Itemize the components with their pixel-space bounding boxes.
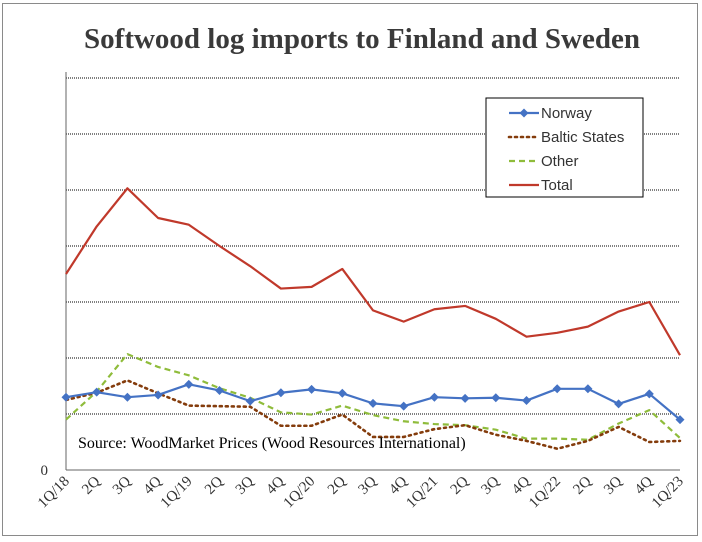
legend-label-other: Other	[541, 153, 579, 170]
data-point-norway	[429, 392, 439, 402]
x-tick-label: 4Q	[263, 473, 287, 497]
chart-frame	[2, 3, 698, 536]
data-point-norway	[552, 384, 562, 394]
series-line-other	[65, 352, 681, 441]
data-point-norway	[614, 399, 624, 409]
data-point-norway	[92, 387, 102, 397]
data-point-norway	[337, 388, 347, 398]
y-tick-labels: 0	[41, 463, 49, 479]
x-tick-label: 2Q	[79, 473, 103, 497]
y-tick-label: 0	[41, 463, 49, 479]
data-point-norway	[215, 385, 224, 395]
legend: Norway Baltic States Other Total	[485, 97, 644, 198]
x-tick-label: 4Q	[386, 473, 410, 497]
data-point-norway	[460, 393, 470, 403]
data-point-norway	[276, 388, 286, 398]
x-tick-label: 3Q	[356, 473, 380, 497]
data-point-norway	[245, 396, 255, 406]
x-tick-label: 4Q	[141, 473, 165, 497]
x-tick-label: 1Q/23	[649, 474, 687, 512]
data-point-norway	[583, 384, 593, 394]
series-line-total	[65, 187, 681, 356]
legend-marker-norway	[519, 108, 529, 118]
data-point-norway	[675, 415, 685, 425]
x-tick-label: 4Q	[632, 473, 656, 497]
legend-label-baltic-states: Baltic States	[541, 129, 624, 146]
data-point-norway	[307, 384, 317, 394]
x-tick-label: 3Q	[110, 473, 134, 497]
x-tick-label: 1Q/18	[35, 474, 73, 512]
x-tick-label: 1Q/19	[158, 474, 196, 512]
x-tick-label: 1Q/21	[403, 474, 441, 512]
x-tick-label: 2Q	[570, 473, 594, 497]
data-point-norway	[368, 398, 378, 408]
data-point-norway	[491, 393, 501, 403]
x-tick-label: 1Q/20	[281, 474, 319, 512]
x-tick-label: 3Q	[601, 473, 625, 497]
legend-label-norway: Norway	[541, 105, 592, 122]
data-point-norway	[399, 401, 409, 411]
x-tick-label: 3Q	[478, 473, 502, 497]
data-point-norway	[184, 379, 194, 389]
data-point-norway	[522, 396, 531, 406]
data-point-norway	[61, 392, 71, 402]
x-tick-label: 2Q	[448, 473, 472, 497]
series-group	[61, 187, 685, 451]
data-point-norway	[122, 392, 132, 402]
legend-label-total: Total	[541, 177, 573, 194]
x-tick-label: 1Q/22	[526, 474, 564, 512]
grid-lines	[66, 77, 680, 415]
x-tick-label: 2Q	[202, 473, 226, 497]
x-tick-label: 3Q	[233, 473, 257, 497]
x-tick-label: 2Q	[325, 473, 349, 497]
source-annotation: Source: WoodMarket Prices (Wood Resource…	[78, 435, 466, 452]
x-tick-label: 4Q	[509, 473, 533, 497]
chart-title: Softwood log imports to Finland and Swed…	[84, 23, 640, 55]
legend-box	[485, 97, 644, 198]
series-line-baltic-states	[64, 379, 682, 451]
data-point-norway	[153, 390, 163, 400]
data-point-norway	[644, 389, 654, 399]
axes	[65, 72, 680, 471]
